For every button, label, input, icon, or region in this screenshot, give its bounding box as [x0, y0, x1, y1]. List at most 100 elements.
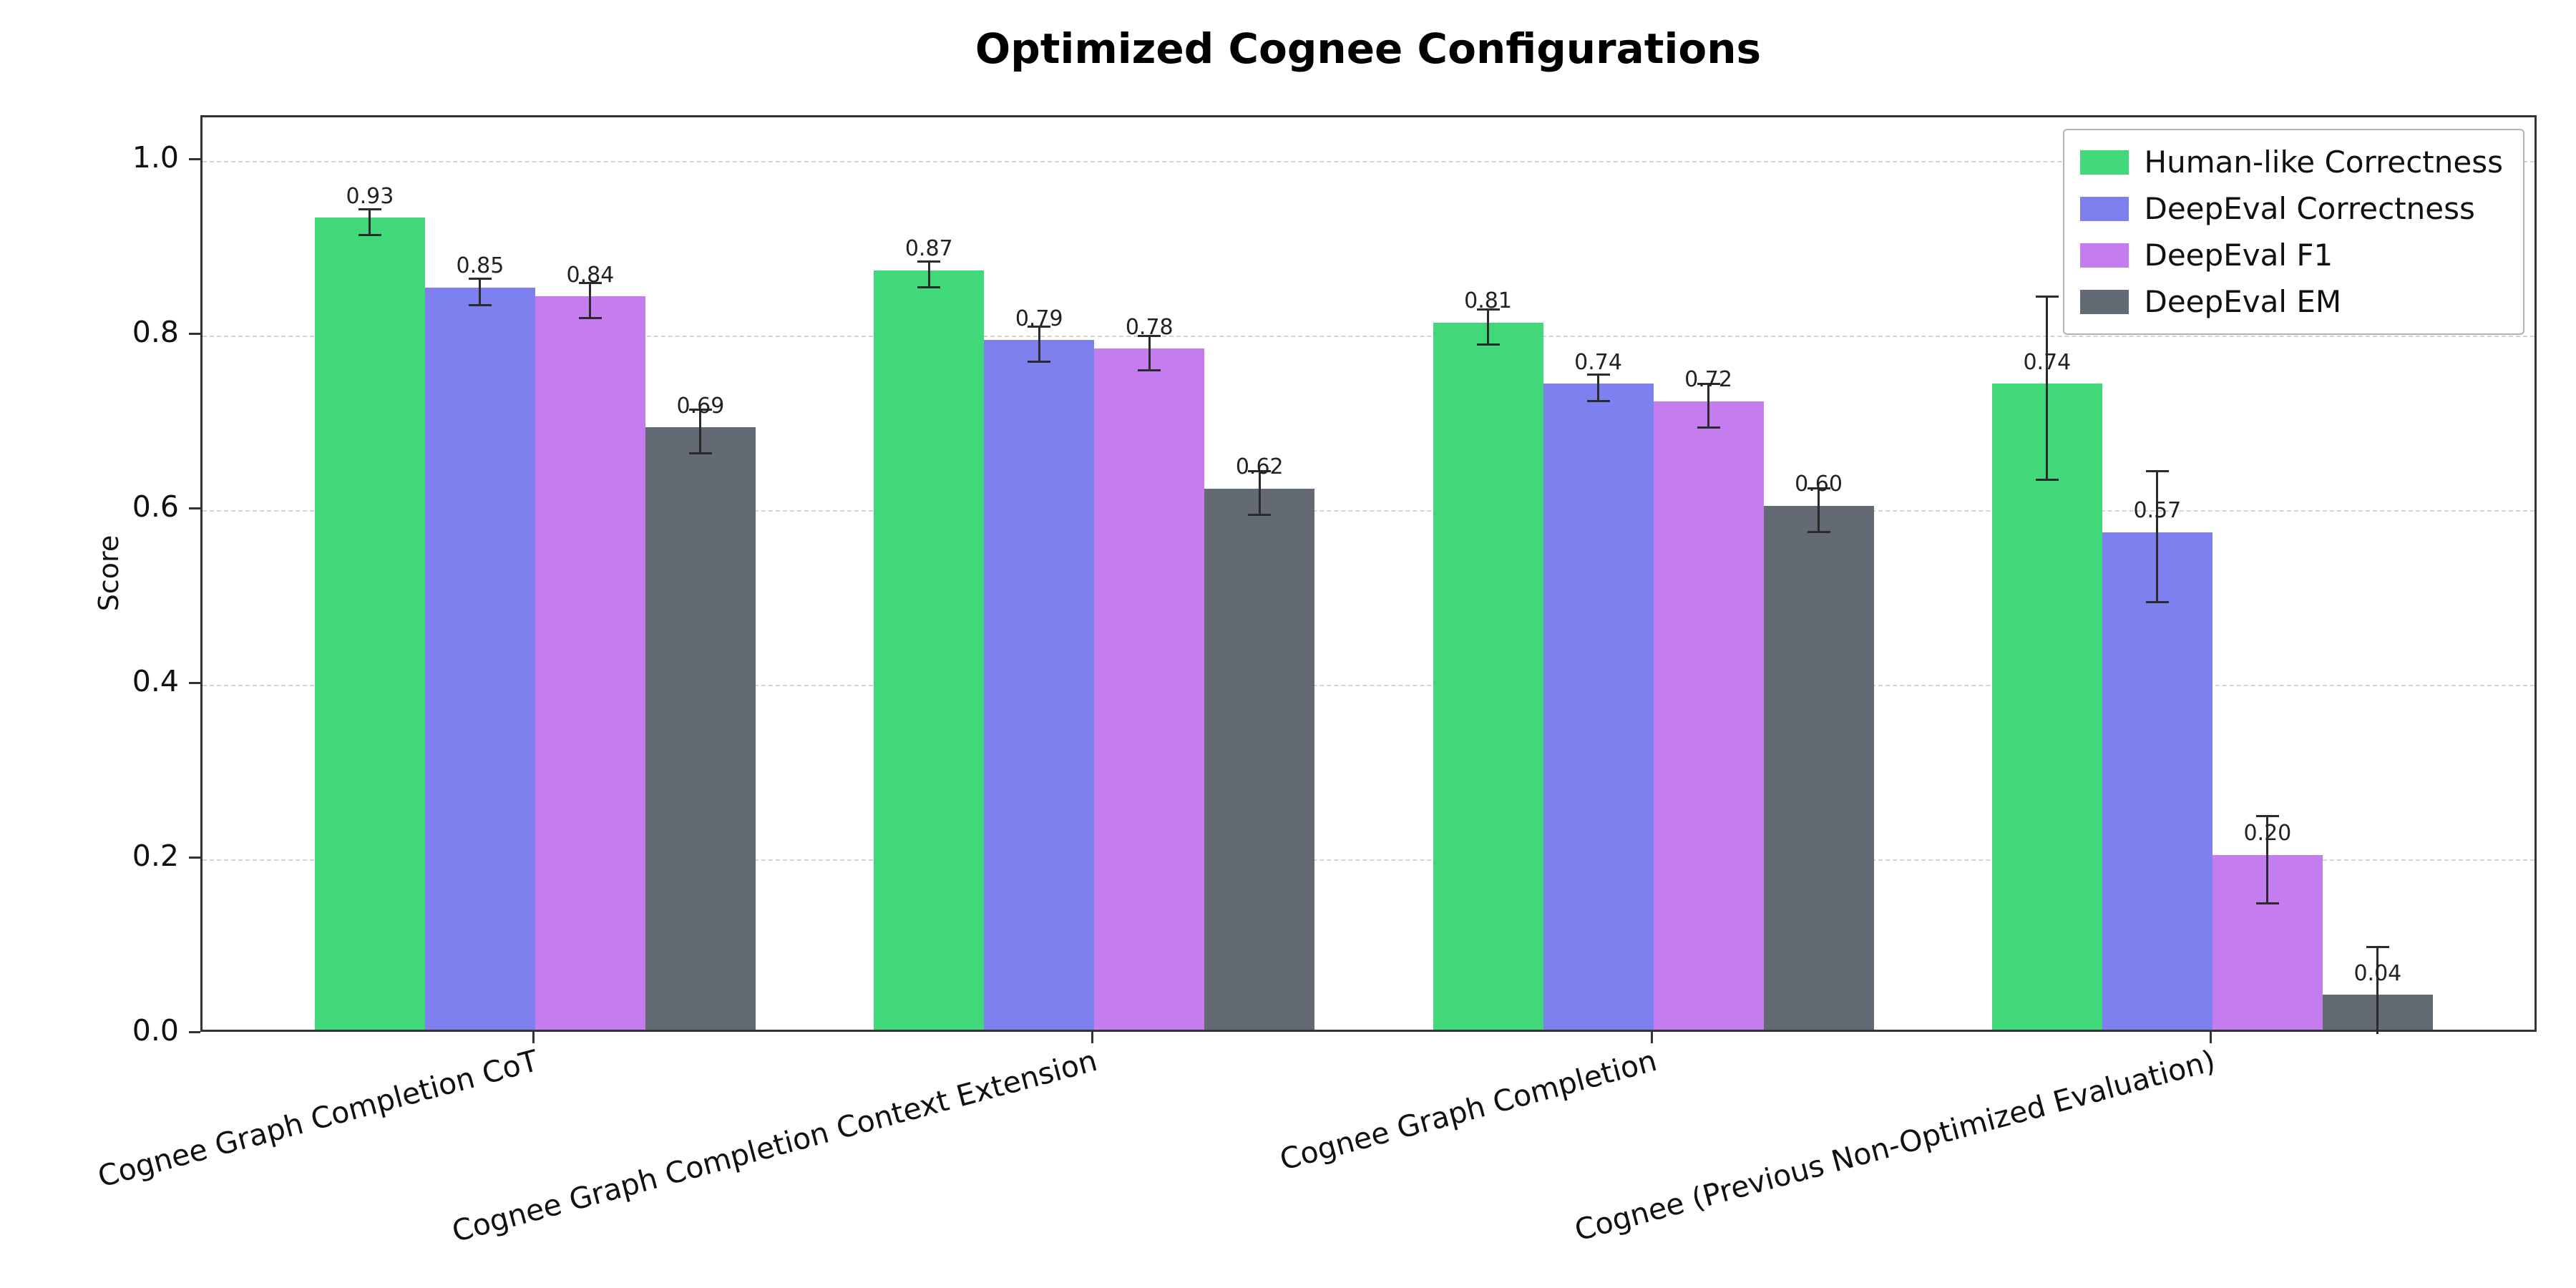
y-tick-label: 1.0	[132, 140, 179, 175]
error-bar-cap-bottom	[1586, 400, 1610, 402]
error-bar-cap-top	[1028, 326, 1051, 328]
gridline	[203, 685, 2534, 686]
x-tick-mark	[2209, 1032, 2212, 1043]
bar-value-label: 0.72	[1684, 367, 1732, 392]
error-bar-cap-bottom	[1028, 361, 1051, 364]
y-tick-label: 0.4	[132, 664, 179, 698]
bar-value-label: 0.87	[904, 236, 953, 261]
legend-swatch-icon	[2079, 289, 2129, 314]
y-tick-label: 0.0	[132, 1013, 179, 1048]
error-bar-cap-bottom	[578, 317, 602, 320]
error-bar-line	[1818, 488, 1820, 532]
bar-deepeval-f1	[1094, 348, 1205, 1030]
error-bar-line	[369, 209, 371, 235]
bar-value-label: 0.85	[456, 253, 504, 279]
legend-label: DeepEval Correctness	[2144, 191, 2475, 226]
legend-label: DeepEval F1	[2144, 238, 2333, 273]
gridline	[203, 161, 2534, 162]
error-bar-cap-top	[688, 409, 712, 411]
legend-swatch-icon	[2079, 196, 2129, 221]
bar-deepeval-correctness	[424, 288, 535, 1030]
y-axis-label: Score	[93, 535, 125, 612]
bar-value-label: 0.79	[1015, 306, 1063, 331]
bar-value-label: 0.74	[1574, 349, 1622, 375]
error-bar-cap-top	[2366, 945, 2389, 948]
x-category-label: Cognee Graph Completion CoT	[94, 1043, 542, 1194]
error-bar-cap-bottom	[1807, 531, 1830, 533]
error-bar-cap-bottom	[1476, 343, 1500, 346]
legend-swatch-icon	[2079, 243, 2129, 268]
error-bar-cap-bottom	[1697, 426, 1720, 429]
error-bar-cap-bottom	[1248, 513, 1272, 516]
bar-deepeval-correctness	[1543, 384, 1654, 1030]
error-bar-cap-top	[1138, 334, 1161, 337]
legend: Human-like Correctness DeepEval Correctne…	[2062, 129, 2524, 335]
y-tick-label: 0.6	[132, 489, 179, 524]
legend-entry: DeepEval EM	[2079, 284, 2504, 319]
y-tick-mark	[189, 333, 200, 335]
y-tick-mark	[189, 857, 200, 859]
error-bar-line	[1038, 326, 1040, 362]
legend-swatch-icon	[2079, 150, 2129, 175]
bar-deepeval-em	[645, 427, 756, 1030]
y-tick-mark	[189, 1031, 200, 1033]
x-category-label: Cognee (Previous Non-Optimized Evaluatio…	[1571, 1043, 2220, 1248]
error-bar-cap-bottom	[2255, 902, 2279, 904]
legend-label: DeepEval EM	[2144, 284, 2342, 319]
bar-human-like-correctness	[1433, 322, 1543, 1030]
error-bar-cap-top	[917, 260, 941, 263]
error-bar-line	[2156, 471, 2159, 602]
bar-value-label: 0.81	[1464, 288, 1512, 314]
legend-label: Human-like Correctness	[2144, 145, 2504, 180]
error-bar-line	[699, 409, 702, 454]
bar-human-like-correctness	[874, 270, 985, 1030]
bar-value-label: 0.04	[2353, 960, 2402, 986]
chart-title: Optimized Cognee Configurations	[975, 24, 1762, 73]
error-bar-cap-top	[578, 282, 602, 285]
x-category-label: Cognee Graph Completion Context Extensio…	[449, 1043, 1101, 1249]
error-bar-cap-top	[1248, 469, 1272, 472]
bar-deepeval-correctness	[984, 340, 1095, 1030]
error-bar-cap-top	[1476, 308, 1500, 311]
error-bar-line	[2266, 816, 2269, 903]
bar-human-like-correctness	[314, 218, 425, 1030]
error-bar-line	[1597, 374, 1600, 401]
bar-value-label: 0.93	[346, 183, 394, 209]
error-bar-cap-bottom	[468, 303, 492, 306]
y-tick-mark	[189, 682, 200, 684]
bar-deepeval-em	[1763, 506, 1874, 1030]
bar-value-label: 0.69	[676, 393, 725, 419]
error-bar-cap-bottom	[1138, 369, 1161, 372]
error-bar-line	[1707, 384, 1710, 428]
y-tick-mark	[189, 158, 200, 160]
error-bar-cap-top	[2255, 814, 2279, 817]
bar-deepeval-em	[1204, 488, 1315, 1030]
gridline	[203, 510, 2534, 512]
bar-value-label: 0.60	[1795, 472, 1843, 497]
gridline	[203, 859, 2534, 861]
error-bar-cap-top	[1697, 382, 1720, 385]
error-bar-line	[2376, 947, 2379, 1034]
y-tick-label: 0.2	[132, 839, 179, 873]
error-bar-line	[589, 283, 592, 318]
error-bar-cap-bottom	[2035, 478, 2059, 481]
error-bar-cap-top	[468, 278, 492, 280]
error-bar-line	[1258, 471, 1261, 515]
error-bar-line	[927, 261, 930, 288]
error-bar-cap-top	[1807, 487, 1830, 489]
error-bar-line	[479, 278, 482, 306]
bar-deepeval-f1	[1653, 401, 1764, 1030]
error-bar-cap-bottom	[2145, 600, 2169, 603]
error-bar-cap-top	[1586, 374, 1610, 376]
error-bar-cap-bottom	[358, 234, 381, 237]
error-bar-cap-top	[358, 208, 381, 210]
error-bar-line	[1487, 309, 1490, 345]
x-category-label: Cognee Graph Completion	[1276, 1043, 1661, 1177]
bar-deepeval-correctness	[2102, 532, 2212, 1030]
x-tick-mark	[532, 1032, 535, 1043]
bar-value-label: 0.57	[2133, 498, 2182, 523]
bar-value-label: 0.78	[1125, 314, 1174, 340]
gridline	[203, 336, 2534, 337]
legend-entry: Human-like Correctness	[2079, 145, 2504, 180]
error-bar-cap-top	[2035, 295, 2059, 298]
